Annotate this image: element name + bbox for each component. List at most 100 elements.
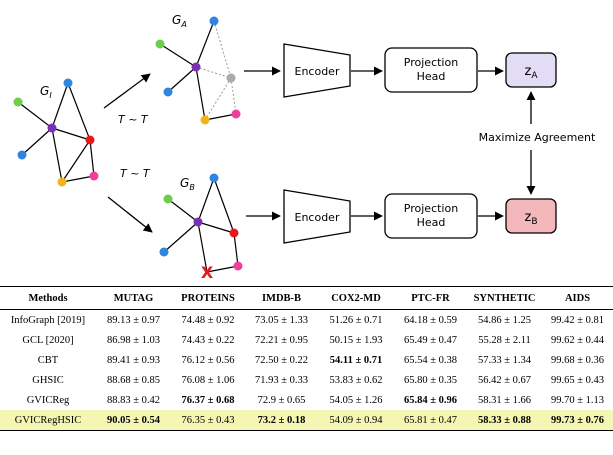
score-cell: 54.11 ± 0.71 bbox=[329, 354, 383, 366]
score-cell: 72.21 ± 0.95 bbox=[254, 334, 308, 346]
score-cell: 64.18 ± 0.59 bbox=[403, 314, 457, 326]
graph-node bbox=[47, 123, 57, 133]
graph-node bbox=[200, 115, 210, 125]
score-cell: 76.08 ± 1.06 bbox=[181, 374, 235, 386]
maximize-agreement-label: Maximize Agreement bbox=[479, 131, 596, 144]
score-cell: 99.70 ± 1.13 bbox=[550, 394, 604, 406]
table-row: GVICRegHSIC 90.05 ± 0.54 76.35 ± 0.43 73.2 … bbox=[0, 410, 613, 431]
z-a-sub: A bbox=[531, 71, 538, 81]
graph-node bbox=[193, 217, 203, 227]
score-cell: 65.54 ± 0.38 bbox=[403, 354, 457, 366]
graph-label-original: GI bbox=[40, 84, 52, 100]
table-row: GHSIC 88.68 ± 0.85 76.08 ± 1.06 71.93 ± 0.3… bbox=[0, 370, 613, 390]
score-cell: 76.35 ± 0.43 bbox=[171, 410, 245, 431]
score-cell: 72.9 ± 0.65 bbox=[257, 394, 306, 406]
projection-head-a: Projection Head bbox=[384, 47, 478, 93]
score-cell: 65.80 ± 0.35 bbox=[403, 374, 457, 386]
transform-label-b: T ~ T bbox=[120, 167, 151, 180]
column-header: AIDS bbox=[542, 286, 613, 310]
graph-node bbox=[229, 228, 239, 238]
score-cell: 56.42 ± 0.67 bbox=[477, 374, 531, 386]
projection-head-b-line1: Projection bbox=[404, 202, 458, 215]
score-cell: 99.73 ± 0.76 bbox=[542, 410, 613, 431]
graph-node bbox=[209, 173, 219, 183]
column-header: SYNTHETIC bbox=[467, 286, 542, 310]
score-cell: 89.13 ± 0.97 bbox=[106, 314, 160, 326]
table-header-row: Methods MUTAG PROTEINS IMDB-B COX2-MD PTC-FR S… bbox=[0, 286, 613, 310]
embedding-z-b: zB bbox=[505, 198, 557, 234]
score-cell: 74.43 ± 0.22 bbox=[181, 334, 235, 346]
score-cell: 86.98 ± 1.03 bbox=[106, 334, 160, 346]
projection-head-b: Projection Head bbox=[384, 193, 478, 239]
score-cell: 88.68 ± 0.85 bbox=[106, 374, 160, 386]
score-cell: 50.15 ± 1.93 bbox=[329, 334, 383, 346]
score-cell: 54.09 ± 0.94 bbox=[318, 410, 394, 431]
transform-label-a: T ~ T bbox=[118, 113, 149, 126]
table-body: InfoGraph [2019] 89.13 ± 0.97 74.48 ± 0.92… bbox=[0, 310, 613, 431]
score-cell: 53.83 ± 0.62 bbox=[329, 374, 383, 386]
graph-node bbox=[226, 73, 236, 83]
graph-node bbox=[191, 62, 201, 72]
score-cell: 65.49 ± 0.47 bbox=[403, 334, 457, 346]
arrow-to-view-a bbox=[103, 73, 151, 109]
graph-node bbox=[85, 135, 95, 145]
score-cell: 89.41 ± 0.93 bbox=[106, 354, 160, 366]
dropped-node-mark: X bbox=[201, 263, 214, 282]
score-cell: 51.26 ± 0.71 bbox=[329, 314, 383, 326]
graph-node bbox=[155, 39, 165, 49]
results-table: Methods MUTAG PROTEINS IMDB-B COX2-MD PTC-FR S… bbox=[0, 286, 613, 431]
svg-text:zA: zA bbox=[525, 64, 539, 81]
score-cell: 99.65 ± 0.43 bbox=[550, 374, 604, 386]
score-cell: 72.50 ± 0.22 bbox=[254, 354, 308, 366]
column-header: PTC-FR bbox=[394, 286, 467, 310]
view-graph-a: GA bbox=[155, 13, 241, 125]
arrow-to-view-b bbox=[107, 196, 153, 233]
graph-node bbox=[209, 16, 219, 26]
column-header: COX2-MD bbox=[318, 286, 394, 310]
contrastive-learning-diagram: GI T ~ T T ~ T GA bbox=[13, 13, 596, 282]
score-cell: 99.68 ± 0.36 bbox=[550, 354, 604, 366]
score-cell: 73.2 ± 0.18 bbox=[245, 410, 318, 431]
method-name-cell: CBT bbox=[37, 354, 59, 366]
z-b-sub: B bbox=[531, 217, 537, 227]
score-cell: 54.05 ± 1.26 bbox=[329, 394, 383, 406]
graph-node bbox=[57, 177, 67, 187]
z-b-main: z bbox=[524, 210, 531, 225]
graph-node bbox=[233, 261, 243, 271]
projection-head-b-line2: Head bbox=[417, 216, 446, 229]
column-header: IMDB-B bbox=[245, 286, 318, 310]
encoder-a: Encoder bbox=[283, 43, 351, 98]
table-row: CBT 89.41 ± 0.93 76.12 ± 0.56 72.50 ± 0.22 5… bbox=[0, 350, 613, 370]
score-cell: 57.33 ± 1.34 bbox=[477, 354, 531, 366]
embedding-z-a: zA bbox=[505, 52, 557, 88]
graph-node bbox=[13, 97, 23, 107]
method-name-cell: GHSIC bbox=[32, 374, 64, 386]
score-cell: 99.42 ± 0.81 bbox=[550, 314, 604, 326]
score-cell: 58.31 ± 1.66 bbox=[477, 394, 531, 406]
score-cell: 73.05 ± 1.33 bbox=[254, 314, 308, 326]
method-name-cell: InfoGraph [2019] bbox=[10, 314, 86, 326]
results-table-container: Methods MUTAG PROTEINS IMDB-B COX2-MD PTC-FR S… bbox=[0, 286, 613, 455]
graph-node bbox=[231, 109, 241, 119]
graph-node bbox=[63, 78, 73, 88]
encoder-b-label: Encoder bbox=[295, 211, 340, 224]
table-row: InfoGraph [2019] 89.13 ± 0.97 74.48 ± 0.92… bbox=[0, 310, 613, 331]
score-cell: 88.83 ± 0.42 bbox=[106, 394, 160, 406]
original-graph: GI bbox=[13, 78, 99, 187]
column-header: MUTAG bbox=[96, 286, 171, 310]
view-graph-b: X GB bbox=[159, 173, 243, 282]
score-cell: 54.86 ± 1.25 bbox=[477, 314, 531, 326]
z-a-main: z bbox=[525, 64, 532, 79]
graph-label-view-a: GA bbox=[172, 13, 187, 29]
score-cell: 74.48 ± 0.92 bbox=[181, 314, 235, 326]
score-cell: 76.37 ± 0.68 bbox=[181, 394, 235, 406]
method-name-cell: GVICReg bbox=[26, 394, 70, 406]
graph-node bbox=[17, 150, 27, 160]
graph-label-view-b: GB bbox=[180, 176, 195, 192]
score-cell: 71.93 ± 0.33 bbox=[254, 374, 308, 386]
column-header: PROTEINS bbox=[171, 286, 245, 310]
table-row: GVICReg 88.83 ± 0.42 76.37 ± 0.68 72.9 ± 0.… bbox=[0, 390, 613, 410]
graph-node bbox=[163, 194, 173, 204]
graph-node bbox=[159, 247, 169, 257]
method-name-cell: GCL [2020] bbox=[22, 334, 74, 346]
